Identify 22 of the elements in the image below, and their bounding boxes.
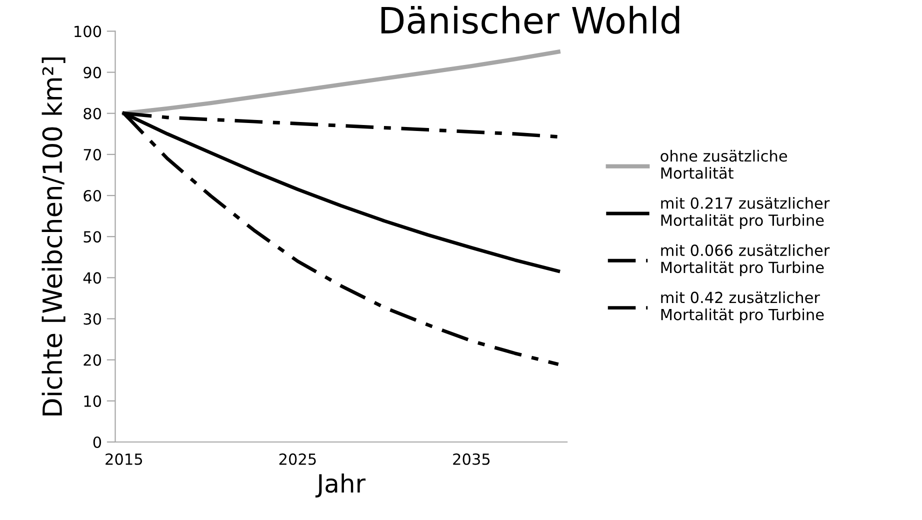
y-tick-label: 10: [84, 395, 102, 407]
x-axis-title: Jahr: [315, 473, 366, 498]
y-tick-label: 90: [84, 66, 102, 78]
legend-label: mit 0.42 zusätzlicher Mortalität pro Turbine: [661, 291, 824, 324]
x-tick-label: 2015: [106, 453, 142, 465]
legend-label: ohne zusätzliche Mortalität: [660, 150, 787, 179]
x-tick-label: 2035: [453, 453, 490, 465]
y-tick-label: 0: [93, 436, 102, 448]
y-tick-label: 40: [83, 272, 102, 284]
legend-label: mit 0.066 zusätzlicher Mortalität pro Turbine: [661, 244, 830, 276]
y-tick-label: 50: [84, 231, 102, 243]
y-axis-title: Dichte [Weibchen/100 km²]: [42, 58, 66, 416]
y-tick-label: 70: [84, 148, 102, 160]
y-tick-label: 80: [84, 108, 102, 120]
line-series: [122, 50, 560, 116]
y-tick-label: 30: [84, 313, 102, 325]
chart-title: Dänischer Wohld: [381, 6, 680, 34]
y-tick-label: 60: [84, 190, 102, 202]
legend-label: mit 0.217 zusätzlicher Mortalität pro Turbine: [661, 197, 830, 229]
y-tick-label: 100: [74, 26, 102, 38]
y-tick-label: 20: [84, 354, 102, 366]
x-tick-label: 2025: [279, 453, 316, 465]
